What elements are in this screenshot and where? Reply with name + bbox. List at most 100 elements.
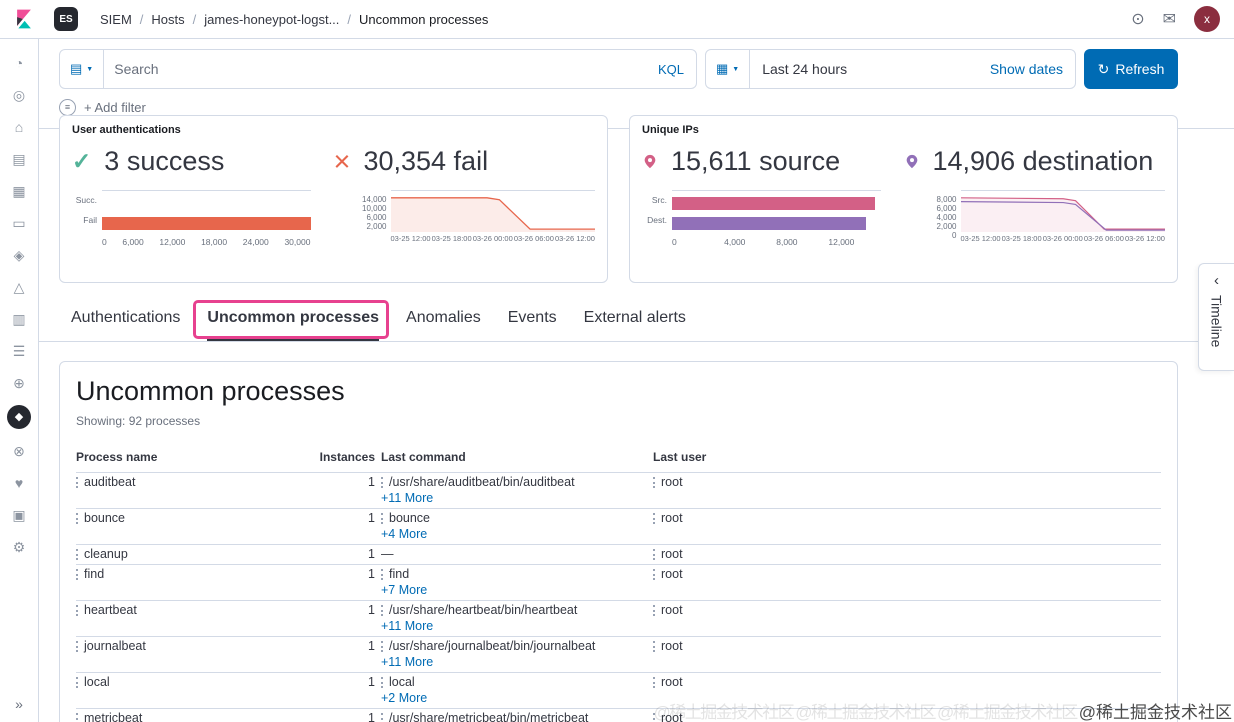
last-command[interactable]: /usr/share/auditbeat/bin/auditbeat <box>389 475 575 489</box>
sidebar-icon-dashboard[interactable]: ▦ <box>12 183 26 199</box>
bar-label-dest: Dest. <box>647 215 667 225</box>
bar-axis-ticks: 0 4,000 8,000 12,000 <box>672 237 855 247</box>
drag-handle-icon[interactable] <box>76 477 78 488</box>
drag-handle-icon[interactable] <box>653 605 655 616</box>
drag-handle-icon[interactable] <box>653 477 655 488</box>
more-link[interactable]: +11 More <box>381 619 434 633</box>
check-icon: ✓ <box>72 148 92 174</box>
more-link[interactable]: +4 More <box>381 527 428 541</box>
process-name[interactable]: local <box>84 675 110 689</box>
more-link[interactable]: +2 More <box>381 691 428 705</box>
sidebar-icon-visualize[interactable]: ▤ <box>12 151 26 167</box>
tab-events[interactable]: Events <box>507 309 557 326</box>
drag-handle-icon[interactable] <box>76 677 78 688</box>
chevron-down-icon: ▼ <box>732 65 740 73</box>
last-command[interactable]: local <box>389 675 415 689</box>
drag-handle-icon[interactable] <box>76 513 78 524</box>
more-link[interactable]: +11 More <box>381 491 434 505</box>
timeline-flyout-toggle[interactable]: ‹ Timeline <box>1198 263 1234 371</box>
last-user[interactable]: root <box>661 603 683 617</box>
tab-uncommon-processes[interactable]: Uncommon processes <box>193 300 390 341</box>
drag-handle-icon[interactable] <box>381 605 383 616</box>
sidebar-icon-discover[interactable]: ◎ <box>12 87 26 103</box>
drag-handle-icon[interactable] <box>381 713 383 722</box>
sidebar-collapse-icon[interactable]: » <box>15 696 23 712</box>
sidebar-icon-dev-tools[interactable]: ⊗ <box>13 443 25 459</box>
process-name[interactable]: find <box>84 567 105 581</box>
drag-handle-icon[interactable] <box>653 569 655 580</box>
sidebar-icon-apm[interactable]: ⊕ <box>13 375 25 391</box>
drag-handle-icon[interactable] <box>653 513 655 524</box>
drag-handle-icon[interactable] <box>76 713 78 722</box>
drag-handle-icon[interactable] <box>653 549 655 560</box>
sidebar-icon-logs[interactable]: ☰ <box>12 343 26 359</box>
show-dates-link[interactable]: Show dates <box>989 61 1063 77</box>
drag-handle-icon[interactable] <box>653 677 655 688</box>
drag-handle-icon[interactable] <box>76 569 78 580</box>
more-link[interactable]: +7 More <box>381 583 428 597</box>
last-user[interactable]: root <box>661 547 683 561</box>
kibana-logo-icon[interactable] <box>14 9 34 29</box>
last-user[interactable]: root <box>661 639 683 653</box>
drag-handle-icon[interactable] <box>76 605 78 616</box>
last-command[interactable]: /usr/share/journalbeat/bin/journalbeat <box>389 639 596 653</box>
sidebar-icon-home[interactable]: ⌂ <box>14 119 24 135</box>
add-filter-button[interactable]: + Add filter <box>84 99 146 115</box>
space-badge[interactable]: ES <box>54 7 78 31</box>
globe-icon[interactable]: ⊙ <box>1131 11 1145 28</box>
drag-handle-icon[interactable] <box>653 713 655 722</box>
drag-handle-icon[interactable] <box>381 677 383 688</box>
process-name[interactable]: heartbeat <box>84 603 137 617</box>
drag-handle-icon[interactable] <box>76 641 78 652</box>
more-link[interactable]: +11 More <box>381 655 434 669</box>
search-input[interactable] <box>104 61 646 77</box>
destination-label: destination <box>1022 146 1154 176</box>
calendar-menu-button[interactable]: ▦ ▼ <box>706 50 751 88</box>
process-name[interactable]: metricbeat <box>84 711 143 722</box>
last-user[interactable]: root <box>661 567 683 581</box>
breadcrumb-host-name[interactable]: james-honeypot-logst... <box>185 12 339 27</box>
search-box: ▤ ▼ KQL <box>59 49 697 89</box>
sidebar-icon-uptime[interactable]: ♥ <box>14 475 24 491</box>
drag-handle-icon[interactable] <box>653 641 655 652</box>
sidebar-icon-monitoring[interactable]: ▣ <box>12 507 26 523</box>
tab-authentications[interactable]: Authentications <box>71 309 181 326</box>
filter-group-icon[interactable]: ≡ <box>59 98 76 116</box>
instances-value: 1 <box>368 603 375 617</box>
saved-query-menu-button[interactable]: ▤ ▼ <box>60 50 105 88</box>
last-command[interactable]: /usr/share/metricbeat/bin/metricbeat <box>389 711 589 722</box>
last-user[interactable]: root <box>661 475 683 489</box>
time-range-value[interactable]: Last 24 hours <box>762 61 848 77</box>
drag-handle-icon[interactable] <box>381 477 383 488</box>
last-user[interactable]: root <box>661 675 683 689</box>
drag-handle-icon[interactable] <box>381 569 383 580</box>
sidebar-icon-infrastructure[interactable]: ▥ <box>12 311 26 327</box>
tab-anomalies[interactable]: Anomalies <box>406 309 481 326</box>
tab-external-alerts[interactable]: External alerts <box>583 309 686 326</box>
last-command[interactable]: find <box>389 567 410 581</box>
process-name[interactable]: journalbeat <box>84 639 146 653</box>
last-user[interactable]: root <box>661 711 683 722</box>
mail-icon[interactable]: ✉ <box>1162 11 1176 28</box>
sidebar-icon-siem[interactable]: ◆ <box>7 405 31 429</box>
drag-handle-icon[interactable] <box>381 641 383 652</box>
sidebar-icon-management[interactable]: ⚙ <box>12 539 26 555</box>
last-command[interactable]: bounce <box>389 511 431 525</box>
breadcrumb-hosts[interactable]: Hosts <box>132 12 184 27</box>
process-name[interactable]: bounce <box>84 511 126 525</box>
breadcrumb-siem[interactable]: SIEM <box>100 11 132 27</box>
sidebar-icon-machine-learning[interactable]: △ <box>13 279 25 295</box>
last-user[interactable]: root <box>661 511 683 525</box>
process-name[interactable]: cleanup <box>84 547 128 561</box>
kql-toggle[interactable]: KQL <box>657 61 684 77</box>
sidebar-icon-recently-viewed[interactable]: ◔ <box>14 55 24 71</box>
calendar-icon: ▦ <box>716 61 729 76</box>
drag-handle-icon[interactable] <box>381 513 383 524</box>
drag-handle-icon[interactable] <box>76 549 78 560</box>
sidebar-icon-maps[interactable]: ◈ <box>13 247 25 263</box>
refresh-button[interactable]: ↻ Refresh <box>1084 49 1178 89</box>
process-name[interactable]: auditbeat <box>84 475 136 489</box>
sidebar-icon-canvas[interactable]: ▭ <box>12 215 26 231</box>
last-command[interactable]: /usr/share/heartbeat/bin/heartbeat <box>389 603 578 617</box>
user-avatar[interactable]: x <box>1194 6 1220 32</box>
